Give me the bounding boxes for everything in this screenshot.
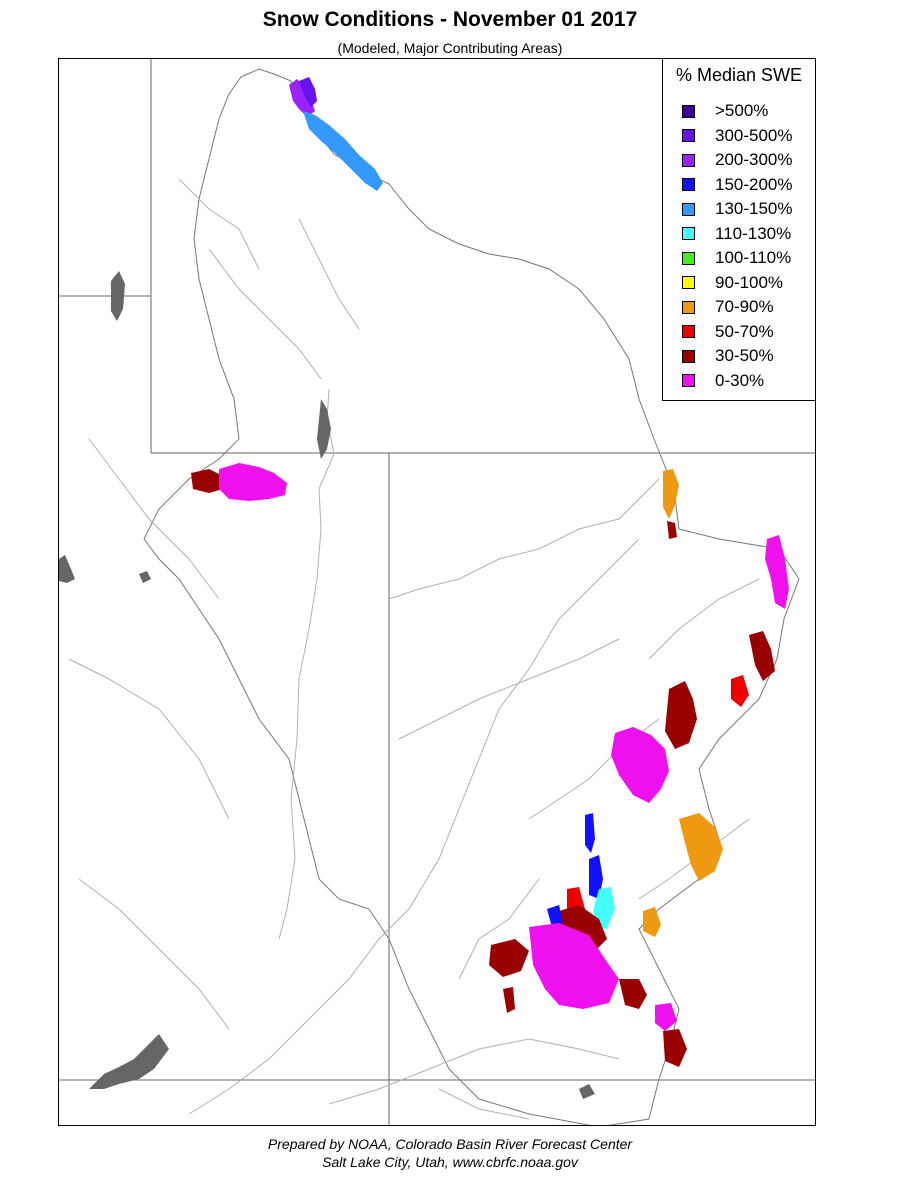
legend: % Median SWE >500% 300-500% 200-300% 150… [662, 58, 816, 401]
river-ut-3 [78, 878, 230, 1030]
legend-swatch [682, 202, 695, 216]
map-canvas [59, 59, 815, 1125]
legend-item: >500% [682, 99, 793, 124]
snow-co-maroon-ne [749, 631, 775, 681]
legend-swatch [682, 178, 695, 192]
legend-label: 50-70% [715, 321, 774, 341]
lake-powell [89, 1034, 169, 1089]
lake-flaming-gorge [317, 399, 331, 459]
legend-swatch [682, 300, 695, 314]
legend-item: 300-500% [682, 124, 793, 149]
snow-co-maroon-mid [665, 681, 697, 749]
legend-swatch [682, 374, 695, 388]
legend-label: 200-300% [715, 150, 793, 170]
legend-item: 200-300% [682, 148, 793, 173]
legend-label: 300-500% [715, 125, 793, 145]
snow-sj-magenta [529, 923, 619, 1009]
snow-sj-maroon-sw [503, 987, 515, 1013]
snow-co-magenta-mid [611, 727, 669, 803]
river-colorado [188, 538, 640, 1115]
snow-sj-magenta-s [655, 1003, 677, 1031]
legend-label: 90-100% [715, 272, 784, 292]
legend-item: 150-200% [682, 173, 793, 198]
river-co-2 [638, 818, 750, 900]
river-wy-1 [178, 178, 260, 270]
legend-item: 30-50% [682, 344, 793, 369]
river-ut-1 [88, 438, 220, 600]
legend-item: 130-150% [682, 197, 793, 222]
lake-great-salt-edge [59, 555, 75, 583]
legend-item: 0-30% [682, 369, 793, 394]
lake-small-2 [579, 1084, 595, 1099]
lake-small-1 [139, 571, 151, 583]
lake-bear [111, 271, 125, 321]
legend-label: 130-150% [715, 199, 793, 219]
legend-label: 150-200% [715, 174, 793, 194]
legend-label: 110-130% [715, 223, 792, 243]
legend-list: >500% 300-500% 200-300% 150-200% 130-150… [682, 99, 793, 393]
snow-sj-maroon-s [663, 1029, 687, 1067]
snow-uinta-magenta [219, 463, 287, 501]
legend-swatch [682, 349, 695, 363]
legend-item: 90-100% [682, 271, 793, 296]
snow-wy-north-purple [289, 79, 315, 117]
legend-item: 50-70% [682, 320, 793, 345]
map-title: Snow Conditions - November 01 2017 [262, 8, 638, 31]
legend-item: 70-90% [682, 295, 793, 320]
legend-swatch [682, 251, 695, 265]
river-wy-2 [298, 218, 360, 330]
snow-sj-cyan [593, 887, 615, 929]
river-green-upper [208, 248, 322, 380]
lakes [59, 271, 595, 1099]
river-white [398, 638, 620, 740]
river-ut-2 [68, 658, 230, 820]
footer-location: Salt Lake City, Utah, www.cbrfc.noaa.gov [322, 1154, 578, 1170]
map-subtitle: (Modeled, Major Contributing Areas) [337, 40, 563, 56]
river-green [278, 388, 335, 940]
snow-co-maroon-north [667, 521, 677, 539]
legend-swatch [682, 153, 695, 167]
legend-swatch [682, 325, 695, 339]
footer-credit: Prepared by NOAA, Colorado Basin River F… [267, 1136, 633, 1152]
state-borders [59, 59, 815, 1125]
legend-label: 100-110% [715, 248, 792, 268]
legend-swatch [682, 104, 695, 118]
snow-co-red-ne [731, 675, 749, 707]
rivers [68, 178, 760, 1120]
snow-sj-blue-1 [585, 813, 595, 853]
legend-label: 70-90% [715, 297, 774, 317]
snow-co-orange-mid [679, 813, 723, 881]
river-dolores [458, 878, 540, 980]
snow-co-orange-north [663, 469, 679, 519]
legend-label: 0-30% [715, 370, 765, 390]
snow-co-magenta-ne [765, 535, 789, 609]
river-yampa [388, 478, 660, 600]
snow-wy-north-blue [303, 111, 383, 191]
legend-item: 110-130% [682, 222, 793, 247]
legend-swatch [682, 276, 695, 290]
river-san-juan [328, 1038, 620, 1105]
snow-sj-blue-2 [589, 855, 603, 899]
river-nm [438, 1088, 530, 1120]
basin-outline [143, 68, 800, 1125]
legend-swatch [682, 129, 695, 143]
river-co-1 [648, 578, 760, 660]
legend-label: 30-50% [715, 346, 774, 366]
snow-uinta-maroon [191, 469, 223, 493]
snow-areas [191, 77, 789, 1067]
snow-sj-maroon-west [489, 939, 529, 977]
legend-label: >500% [715, 101, 769, 121]
snow-wy-north-violet [299, 77, 317, 107]
legend-title: % Median SWE [675, 65, 803, 85]
legend-item: 100-110% [682, 246, 793, 271]
snow-co-orange-south [643, 907, 661, 937]
legend-swatch [682, 227, 695, 241]
snow-sj-maroon-se [619, 979, 647, 1009]
